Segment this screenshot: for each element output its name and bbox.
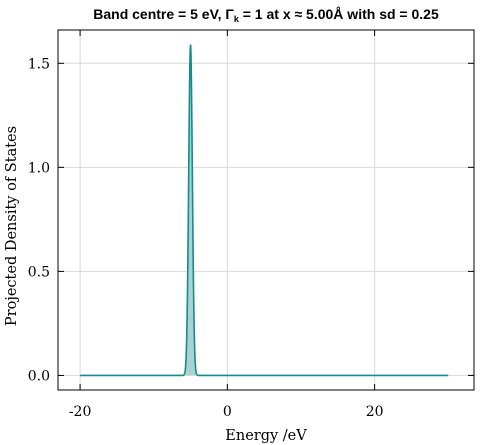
x-tick-label: 20 [366, 404, 384, 420]
chart-title: Band centre = 5 eV, Γk = 1 at x ≈ 5.00Å … [93, 6, 439, 24]
x-tick-label: -20 [69, 404, 92, 420]
series-area [80, 44, 449, 376]
y-tick-label: 0.5 [28, 264, 50, 280]
y-tick-label: 1.0 [28, 160, 50, 176]
plot-area [80, 44, 449, 377]
x-tick-label: 0 [223, 404, 232, 420]
y-axis-label: Projected Density of States [4, 126, 20, 326]
y-tick-label: 1.5 [28, 56, 50, 72]
x-axis-label: Energy /eV [225, 428, 307, 444]
plot-frame [57, 29, 475, 391]
chart-title-subscript: k [234, 14, 240, 24]
series-line [80, 44, 449, 377]
grid [58, 30, 474, 390]
y-tick-label: 0.0 [28, 368, 50, 384]
ticks: -20 0 20 0.0 0.5 1.0 1.5 [28, 30, 474, 420]
